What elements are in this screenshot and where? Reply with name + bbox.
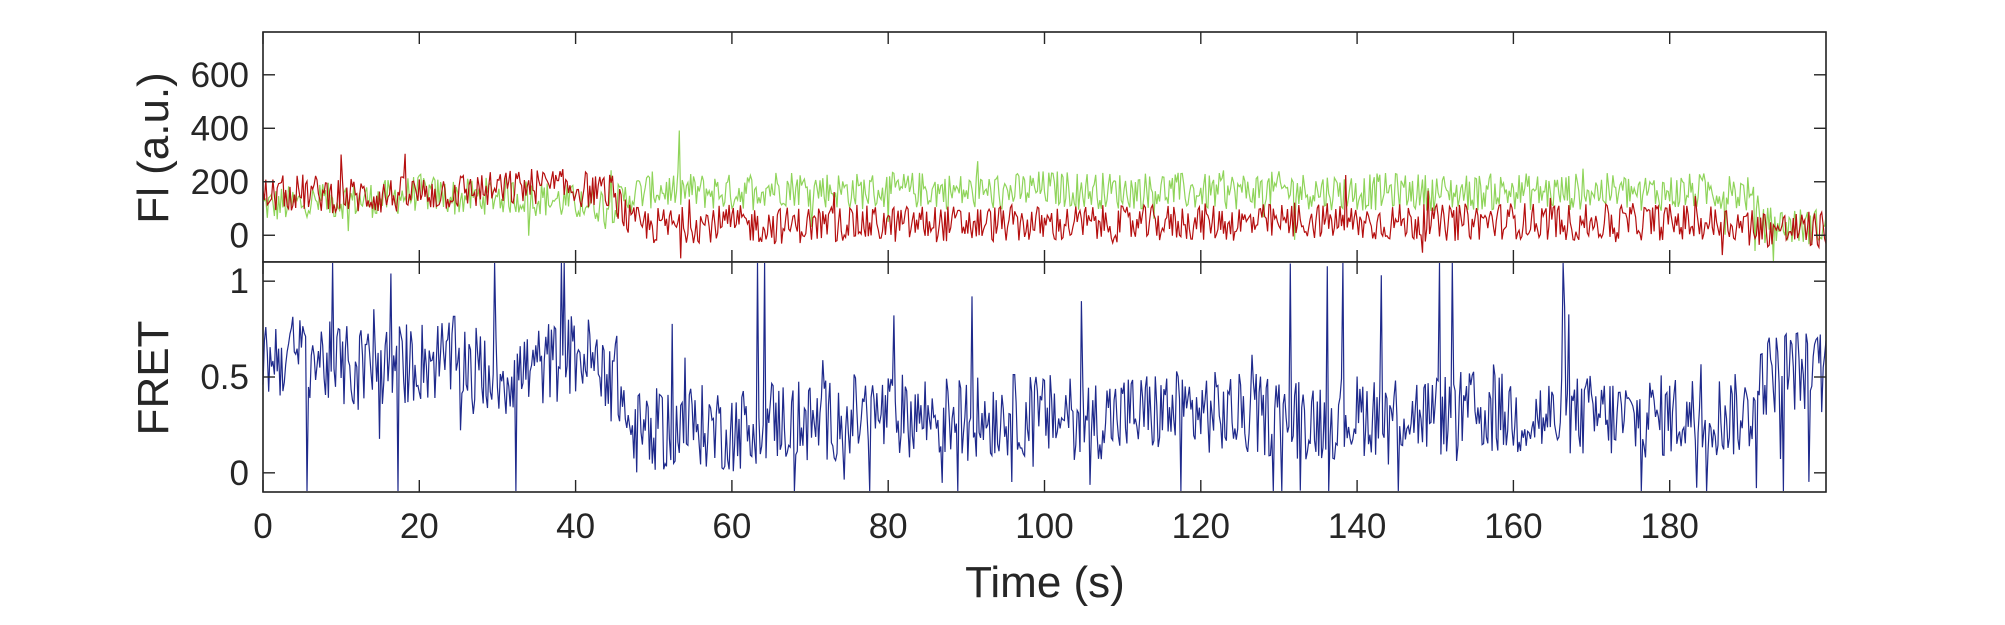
top-plot-area (262, 130, 1827, 262)
y-tick-label: 200 (191, 163, 249, 202)
top-panel: 0 200 400 600 Fl (a.u.) (129, 31, 1827, 263)
x-tick-label: 100 (1015, 507, 1073, 546)
bottom-axes-frame-overlay (262, 261, 1827, 493)
x-tick-label: 80 (869, 507, 908, 546)
x-tick-label: 160 (1484, 507, 1542, 546)
series-line-0-0 (262, 130, 1827, 262)
top-y-axis-label: Fl (a.u.) (129, 72, 178, 224)
bottom-x-ticks: 0 20 40 60 80 100 120 140 160 180 (253, 262, 1699, 546)
bottom-y-axis-label: FRET (129, 321, 178, 436)
y-tick-label: 1 (230, 262, 249, 301)
series-line-1-0 (262, 262, 1827, 492)
bottom-y-ticks: 00.51 (200, 262, 1826, 493)
bottom-plot-area (262, 262, 1827, 492)
x-tick-label: 60 (712, 507, 751, 546)
x-tick-label: 40 (556, 507, 595, 546)
x-tick-label: 120 (1172, 507, 1230, 546)
x-tick-label: 140 (1328, 507, 1386, 546)
y-tick-label: 0 (230, 216, 249, 255)
top-axes-frame (262, 31, 1827, 263)
top-y-ticks: 0 200 400 600 (191, 32, 1826, 262)
bottom-panel: 00.51 0 20 40 60 80 100 120 140 160 180 FRET Time… (129, 261, 1827, 607)
x-axis-label: Time (s) (965, 558, 1125, 607)
y-tick-label: 0 (230, 454, 249, 493)
x-tick-label: 0 (253, 507, 272, 546)
x-tick-label: 20 (400, 507, 439, 546)
y-tick-label: 400 (191, 109, 249, 148)
y-tick-label: 0.5 (200, 358, 249, 397)
series-line-0-1 (262, 153, 1827, 259)
x-tick-label: 180 (1640, 507, 1698, 546)
y-tick-label: 600 (191, 56, 249, 95)
